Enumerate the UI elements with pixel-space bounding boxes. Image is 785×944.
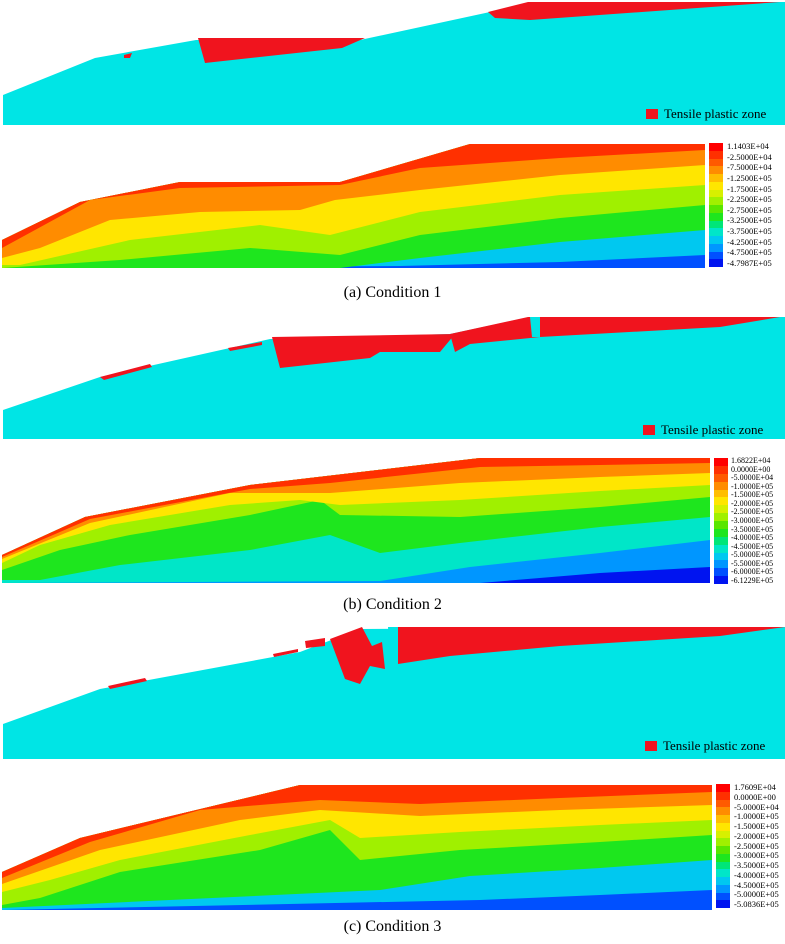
stress-contour-plot-1: 1.1403E+04 -2.5000E+04 -7.5000E+04 -1.25… (0, 140, 785, 275)
colorbar-label: -1.2500E+05 (727, 172, 772, 183)
plastic-region (305, 638, 325, 648)
colorbar-label: -3.0000E+05 (734, 850, 779, 861)
colorbar (716, 784, 730, 908)
contour-band (2, 785, 712, 892)
plastic-region (330, 627, 385, 684)
colorbar-label: -2.0000E+05 (731, 498, 774, 508)
colorbar (714, 458, 728, 584)
plastic-legend: Tensile plastic zone (643, 422, 763, 438)
colorbar-label: -4.7987E+05 (727, 257, 772, 268)
colorbar-label: -2.7500E+05 (727, 204, 772, 215)
plastic-legend: Tensile plastic zone (645, 738, 765, 754)
plastic-legend-swatch (645, 741, 657, 751)
plastic-region (398, 627, 785, 664)
plastic-zone-svg-2 (3, 317, 785, 439)
contour-band (2, 144, 705, 258)
colorbar-label: 0.0000E+00 (734, 791, 776, 802)
colorbar-label: -1.5000E+05 (731, 490, 774, 500)
plastic-zone-plot-3: Tensile plastic zone (0, 624, 785, 760)
colorbar-label: -6.1229E+05 (731, 575, 774, 585)
colorbar-label: -2.2500E+05 (727, 194, 772, 205)
plastic-region (108, 678, 147, 689)
colorbar-label: -6.0000E+05 (731, 567, 774, 577)
colorbar-label: 1.6822E+04 (731, 456, 771, 465)
plastic-legend-label: Tensile plastic zone (664, 106, 767, 121)
colorbar-label: -5.0000E+04 (731, 473, 774, 483)
colorbar-labels: 1.6822E+04 0.0000E+00 -5.0000E+04 -1.000… (731, 457, 773, 585)
colorbar-label: -2.5000E+05 (734, 840, 779, 851)
colorbar-label: -2.0000E+05 (734, 830, 779, 841)
colorbar-label: -2.5000E+04 (727, 151, 772, 162)
contour-band (2, 458, 710, 557)
colorbar-label: -4.5000E+05 (734, 879, 779, 890)
colorbar-labels: 1.1403E+04 -2.5000E+04 -7.5000E+04 -1.25… (727, 142, 772, 268)
plastic-legend-swatch (646, 109, 658, 119)
colorbar-label: -2.5000E+05 (731, 507, 774, 517)
stress-contour-svg-1 (2, 144, 705, 268)
plastic-region (272, 334, 455, 368)
contour-band (2, 458, 710, 563)
plastic-region (198, 38, 365, 63)
colorbar-label: -5.0836E+05 (734, 899, 779, 909)
colorbar-label: 1.1403E+04 (727, 141, 769, 151)
contour-band (2, 785, 712, 878)
plastic-region (273, 649, 298, 657)
colorbar-label: -1.0000E+05 (734, 811, 779, 822)
stress-contour-plot-2: 1.6822E+04 0.0000E+00 -5.0000E+04 -1.000… (0, 455, 785, 587)
colorbar-label: -3.5000E+05 (734, 860, 779, 870)
contour-band (2, 785, 712, 884)
colorbar-label: -5.5000E+05 (731, 558, 774, 568)
colorbar-label: -3.0000E+05 (731, 515, 774, 525)
colorbar-label: -5.0000E+04 (734, 801, 779, 812)
colorbar-label: -4.7500E+05 (727, 247, 772, 258)
colorbar-label: -1.7500E+05 (727, 183, 772, 194)
colorbar-label: -3.5000E+05 (731, 524, 774, 534)
plastic-region (388, 627, 398, 664)
colorbar-label: -4.2500E+05 (727, 236, 772, 247)
plastic-region (488, 2, 780, 20)
colorbar-label: 1.7609E+04 (734, 782, 776, 792)
colorbar-label: -4.0000E+05 (734, 869, 779, 880)
slope-body (3, 317, 785, 439)
colorbar-label: -1.5000E+05 (734, 821, 779, 831)
plastic-zone-svg-1 (3, 2, 785, 125)
colorbar-label: -7.5000E+04 (727, 162, 772, 173)
slope-body (3, 627, 785, 759)
caption-condition-2: (b) Condition 2 (343, 596, 442, 613)
caption-condition-3: (c) Condition 3 (343, 918, 442, 935)
colorbar (709, 143, 723, 267)
plastic-legend-label: Tensile plastic zone (663, 738, 766, 753)
plastic-zone-plot-1: Tensile plastic zone (0, 0, 785, 128)
plastic-zone-svg-3 (3, 627, 785, 759)
colorbar-label: -3.2500E+05 (727, 215, 772, 226)
stress-contour-svg-3 (2, 785, 712, 910)
colorbar-label: -1.0000E+05 (731, 481, 774, 491)
plastic-region (530, 317, 540, 337)
colorbar-label: -4.0000E+05 (731, 533, 774, 543)
colorbar-label: -5.0000E+05 (734, 889, 779, 900)
stress-contour-plot-3: 1.7609E+04 0.0000E+00 -5.0000E+04 -1.000… (0, 780, 785, 912)
plastic-region (124, 53, 132, 58)
plastic-zone-plot-2: Tensile plastic zone (0, 312, 785, 440)
caption-condition-1: (a) Condition 1 (343, 284, 442, 301)
slope-body (3, 2, 785, 125)
plastic-legend-label: Tensile plastic zone (661, 422, 764, 437)
plastic-region (228, 342, 262, 351)
stress-contour-svg-2 (2, 458, 710, 583)
plastic-legend: Tensile plastic zone (646, 106, 766, 122)
colorbar-label: -3.7500E+05 (727, 226, 772, 236)
colorbar-label: -4.5000E+05 (731, 541, 774, 551)
plastic-region (100, 364, 152, 380)
colorbar-labels: 1.7609E+04 0.0000E+00 -5.0000E+04 -1.000… (734, 783, 779, 909)
colorbar-label: 0.0000E+00 (731, 464, 771, 474)
plastic-legend-swatch (643, 425, 655, 435)
colorbar-label: -5.0000E+05 (731, 550, 774, 560)
